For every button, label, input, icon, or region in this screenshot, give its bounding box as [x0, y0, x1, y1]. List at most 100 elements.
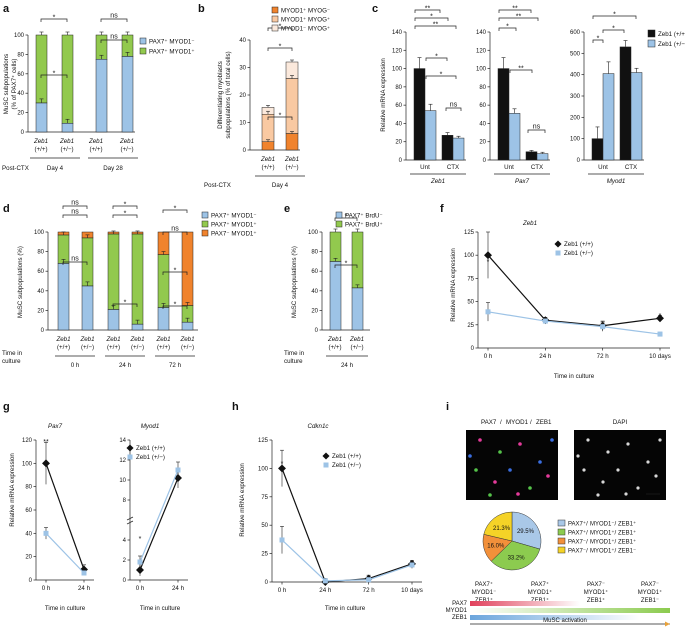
panel-d-group-label: 72 h [169, 362, 182, 369]
panel-g-xlabel: Time in culture [140, 605, 181, 612]
panel-d-sig-bracket [162, 231, 188, 235]
panel-c-pax7-gene-label: Pax7 [515, 178, 530, 185]
panel-a-y-tick-label: 20 [17, 111, 24, 117]
panel-b-bar-segment [285, 78, 299, 134]
panel-c-sig-label: ** [425, 6, 431, 13]
panel-i-legend-label: ZEB1⁺ [618, 521, 636, 528]
panel-f-data-point [542, 318, 548, 324]
panel-i-stage-label: PAX7⁺ [475, 581, 493, 588]
panel-d-bar-segment [181, 231, 194, 306]
panel-c-zeb1-bar [424, 110, 437, 161]
panel-h-legend-label: Zeb1 (+/−) [332, 462, 361, 469]
panel-e-bar-segment [329, 231, 342, 262]
panel-i-legend-label: ZEB1⁺ [618, 539, 636, 546]
panel-g-legend-label: Zeb1 (+/+) [136, 445, 165, 452]
panel-f-ylabel: Relative mRNA expression [450, 248, 457, 322]
panel-d-genotype-allele: (+/+) [57, 344, 70, 351]
panel-i-dapi-nucleus [616, 468, 620, 472]
panel-a-group-label: Day 4 [47, 165, 64, 172]
panel-c-zeb1-bar [452, 137, 465, 161]
panel-c-sig-label: ** [512, 6, 518, 13]
panel-i-stage-label: PAX7⁻ [587, 582, 605, 588]
panel-b-group-label: Day 4 [272, 182, 289, 189]
panel-g-myod1-y-tick-label: 10 [119, 478, 126, 484]
panel-f-title: Zeb1 [522, 220, 537, 227]
panel-d-sig-bracket [112, 303, 138, 307]
panel-f-y-tick-label: 125 [464, 230, 475, 236]
panel-c-sig-label: * [440, 72, 443, 79]
panel-c-zeb1-y-tick-label: 100 [392, 67, 403, 73]
panel-d-sig-label: * [124, 202, 127, 209]
panel-e-group-label: 24 h [341, 362, 354, 369]
panel-h-ylabel: Relative mRNA expression [239, 463, 246, 537]
panel-e-xgroup-label: Time in [284, 350, 305, 357]
panel-a-genotype-allele: (+/−) [120, 146, 133, 153]
panel-i-legend-label: MYOD1⁻/ [590, 522, 617, 528]
panel-c-myod1-bar [591, 138, 604, 161]
panel-i-pie-slice [490, 540, 541, 571]
panel-b-legend-swatch [271, 6, 279, 14]
panel-c-zeb1-y-tick-label: 0 [399, 158, 403, 164]
panel-a-y-tick-label: 60 [17, 72, 24, 78]
panel-i-stage-label: PAX7⁺ [531, 581, 549, 588]
panel-i-bar-label: MYOD1 [446, 608, 468, 614]
panel-g-myod1-data-point [137, 559, 143, 565]
panel-h-y-tick-label: 125 [258, 438, 269, 444]
panel-c-sig-label: * [430, 14, 433, 21]
panel-label-c: c [372, 3, 378, 15]
panel-c-legend-swatch [647, 29, 656, 38]
panel-g-pax7-series-line [45, 463, 85, 570]
panel-f-series-line [487, 311, 661, 335]
panel-d-y-tick-label: 100 [34, 230, 45, 236]
panel-b-legend-swatch [271, 15, 279, 23]
panel-c-myod1-y-tick-label: 300 [570, 94, 581, 100]
panel-i-dapi-nucleus [586, 438, 590, 442]
panel-d-ylabel: MuSC subpopulations (%) [17, 246, 24, 318]
panel-d-bar-segment [157, 254, 170, 308]
panel-g-pax7-y-tick-label: 40 [25, 531, 32, 537]
panel-h-y-tick-label: 50 [261, 523, 268, 529]
panel-b-y-tick-label: 10 [239, 121, 246, 127]
panel-a-legend-label: PAX7⁺ MYOD1⁻ [149, 39, 195, 46]
panel-c-myod1-gene-label: Myod1 [607, 178, 626, 185]
panel-d-genotype-allele: (+/−) [181, 344, 194, 351]
panel-g-legend-marker [126, 444, 134, 452]
panel-h-x-tick-label: 72 h [363, 587, 376, 594]
panel-h-series-line [281, 468, 413, 583]
panel-i-title-myod1: MYOD1 [506, 419, 529, 426]
panel-i-dapi-nucleus [646, 460, 650, 464]
panel-h-legend-marker [322, 452, 330, 460]
panel-i-pie-slice [483, 511, 513, 542]
panel-d-sig-label: ns [71, 200, 79, 207]
panel-i-cell-nucleus [550, 438, 554, 442]
panel-c-zeb1-bar [413, 68, 426, 161]
panel-c-pax7-condition-label: CTX [531, 164, 543, 171]
panel-c-sig-label: * [597, 36, 600, 43]
panel-a-bar-segment [121, 56, 134, 133]
panel-g-myod1-x-tick-label: 24 h [172, 585, 185, 592]
panel-d-y-tick-label: 0 [41, 328, 45, 334]
panel-i-micrograph-merge [466, 430, 558, 500]
panel-h-data-point [278, 464, 286, 473]
panel-g-pax7-data-point [42, 459, 50, 468]
panel-c-zeb1-gene-label: Zeb1 [430, 178, 445, 185]
panel-i-dapi-nucleus [596, 493, 600, 497]
panel-c-sig-bracket [509, 69, 533, 73]
panel-label-h: h [232, 401, 239, 413]
panel-i-cell-nucleus [538, 460, 542, 464]
panel-d-genotype-allele: (+/−) [131, 344, 144, 351]
panel-i-stage-label: MYOD1⁻ [472, 590, 497, 596]
panel-e-y-tick-label: 100 [308, 230, 319, 236]
panel-i-myod1-bar [470, 608, 670, 613]
panel-g-pax7-y-tick-label: 120 [22, 438, 33, 444]
panel-d-group-label: 0 h [71, 362, 80, 369]
panel-c-sig-bracket [498, 27, 517, 31]
panel-i-arrow-label: MuSC activation [543, 618, 587, 624]
panel-a-genotype-gene: Zeb1 [59, 138, 74, 145]
panel-d-sig-label: * [174, 206, 177, 213]
panel-i-legend-label: MYOD1⁺/ [590, 548, 617, 555]
panel-d-legend-label: PAX7⁺ MYOD1⁺ [211, 222, 257, 229]
panel-label-e: e [284, 203, 290, 215]
panel-b-xgroup-label: Post-CTX [204, 182, 231, 189]
